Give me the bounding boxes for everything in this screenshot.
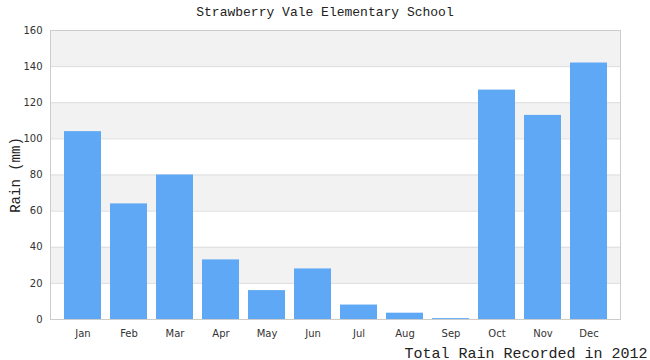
svg-text:120: 120 bbox=[23, 97, 42, 108]
svg-text:Jul: Jul bbox=[352, 328, 365, 339]
svg-text:May: May bbox=[257, 328, 278, 339]
svg-text:100: 100 bbox=[23, 133, 42, 144]
svg-text:Jun: Jun bbox=[304, 328, 321, 339]
svg-text:0: 0 bbox=[36, 314, 42, 325]
svg-text:Dec: Dec bbox=[579, 328, 598, 339]
svg-text:Rain (mm): Rain (mm) bbox=[8, 137, 24, 213]
svg-text:80: 80 bbox=[30, 169, 43, 180]
svg-text:Sep: Sep bbox=[442, 328, 461, 339]
svg-text:60: 60 bbox=[30, 205, 43, 216]
svg-text:140: 140 bbox=[23, 61, 42, 72]
svg-text:Oct: Oct bbox=[488, 328, 505, 339]
svg-text:Mar: Mar bbox=[166, 328, 186, 339]
svg-text:Aug: Aug bbox=[395, 328, 415, 339]
svg-text:Nov: Nov bbox=[533, 328, 553, 339]
svg-text:Jan: Jan bbox=[74, 328, 90, 339]
svg-text:Total Rain Recorded in 2012: Total Rain Recorded in 2012 bbox=[404, 346, 647, 360]
svg-text:Apr: Apr bbox=[212, 328, 230, 339]
svg-text:160: 160 bbox=[23, 25, 42, 36]
svg-text:20: 20 bbox=[30, 278, 43, 289]
svg-text:40: 40 bbox=[30, 241, 43, 252]
html-text:Strawberry Vale Elementary Sch: Strawberry Vale Elementary School bbox=[196, 5, 454, 20]
svg-text:Feb: Feb bbox=[120, 328, 138, 339]
